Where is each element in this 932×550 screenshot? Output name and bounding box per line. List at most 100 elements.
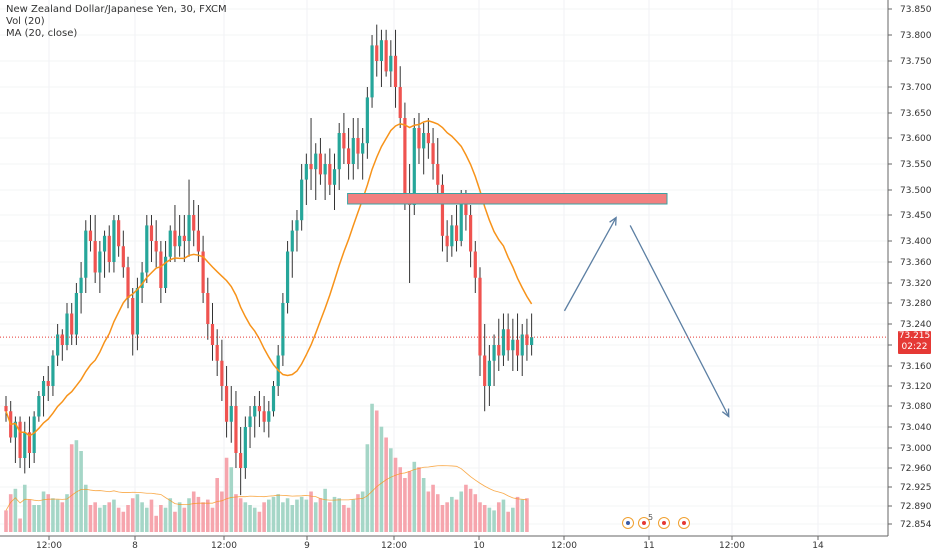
volume-bar xyxy=(140,502,144,532)
volume-bar xyxy=(55,499,60,532)
volume-bar xyxy=(238,498,243,532)
volume-bar xyxy=(426,491,431,532)
volume-bar xyxy=(501,499,506,532)
projection-arrows[interactable] xyxy=(563,216,730,418)
volume-bar xyxy=(159,505,163,532)
bar-countdown: 02:22 xyxy=(901,342,928,352)
ma-indicator-label[interactable]: MA (20, close) xyxy=(6,28,78,39)
volume-bar xyxy=(459,491,464,532)
volume-bar xyxy=(201,502,205,532)
symbol-title[interactable]: New Zealand Dollar/Japanese Yen, 30, FXC… xyxy=(6,4,227,15)
candle-body xyxy=(314,153,318,170)
candle-body xyxy=(398,87,402,118)
candle-body xyxy=(530,337,534,345)
candle-body xyxy=(224,386,229,422)
volume-bar xyxy=(342,505,346,532)
volume-bar xyxy=(13,488,18,532)
volume-bar xyxy=(257,511,262,532)
candle-body xyxy=(168,230,172,257)
y-tick-label: 73.080 xyxy=(900,402,932,412)
volume-bar xyxy=(196,496,201,532)
candle-body xyxy=(182,235,186,241)
last-price-value: 73.215 xyxy=(898,331,931,341)
x-tick-label: 14 xyxy=(812,541,824,550)
volume-bar xyxy=(464,484,468,532)
volume-bar xyxy=(220,491,224,532)
price-axis-bg xyxy=(888,0,932,550)
candle-body xyxy=(41,381,46,396)
event-marker-icon[interactable] xyxy=(638,517,650,529)
candle-body xyxy=(51,355,55,386)
candle-body xyxy=(102,235,107,252)
candle-body xyxy=(112,220,116,262)
candle-body xyxy=(159,251,163,288)
candle-body xyxy=(525,334,529,345)
x-tick-label: 8 xyxy=(132,541,138,550)
candle-body xyxy=(32,416,36,453)
y-tick-label: 73.000 xyxy=(900,444,932,454)
volume-bar xyxy=(398,467,403,532)
y-tick-label: 72.925 xyxy=(900,483,932,493)
candle-body xyxy=(351,138,355,164)
volume-bar xyxy=(450,496,454,532)
candle-body xyxy=(487,360,491,386)
candle-body xyxy=(436,164,440,185)
candle-body xyxy=(253,406,257,417)
volume-bar xyxy=(191,491,196,532)
volume-bar xyxy=(4,510,8,532)
candle-body xyxy=(412,128,416,205)
volume-bar xyxy=(18,518,22,532)
candle-body xyxy=(483,355,487,386)
candle-body xyxy=(70,313,74,335)
arrow-head xyxy=(721,408,730,418)
volume-bar xyxy=(224,457,229,532)
volume-bar xyxy=(328,502,332,532)
volume-bar xyxy=(187,498,191,532)
volume-bar xyxy=(41,491,46,532)
candle-body xyxy=(140,272,144,288)
volume-bar xyxy=(337,498,342,532)
y-tick-label: 73.750 xyxy=(900,57,932,67)
x-tick-label: 12:00 xyxy=(211,541,237,550)
event-marker-icon[interactable] xyxy=(678,517,690,529)
volume-bar xyxy=(205,499,210,532)
volume-bar xyxy=(37,505,41,532)
candle-body xyxy=(426,133,430,144)
volume-bar xyxy=(88,505,93,532)
candle-body xyxy=(248,416,252,427)
candle-body xyxy=(318,153,323,175)
resistance-zone[interactable] xyxy=(347,193,668,205)
zone-rect xyxy=(347,193,668,205)
volume-bar xyxy=(112,499,116,532)
volume-bar xyxy=(384,437,388,532)
volume-bar xyxy=(79,451,83,532)
volume-indicator-label[interactable]: Vol (20) xyxy=(6,16,45,27)
y-tick-label: 73.240 xyxy=(900,320,932,330)
candle-body xyxy=(229,406,233,422)
candle-body xyxy=(93,241,97,273)
x-tick-label: 12:00 xyxy=(36,541,62,550)
grid xyxy=(0,0,888,535)
candle-body xyxy=(346,148,351,164)
candle-body xyxy=(215,345,219,361)
volume-ma-line xyxy=(5,465,527,511)
volume-bar xyxy=(163,507,168,532)
y-tick-label: 73.700 xyxy=(900,83,932,93)
event-flag-icon[interactable] xyxy=(622,517,634,529)
candle-body xyxy=(201,251,205,293)
candle-body xyxy=(417,128,421,149)
candle-body xyxy=(23,432,27,458)
volume-bar xyxy=(135,494,140,532)
candle-body xyxy=(126,267,130,298)
volume-bar xyxy=(144,507,149,532)
candle-body xyxy=(473,251,477,278)
volume-bar xyxy=(98,507,102,532)
candle-body xyxy=(135,288,140,335)
volume-bar xyxy=(65,494,69,532)
event-marker-icon[interactable] xyxy=(658,517,670,529)
volume-bar xyxy=(525,498,529,532)
volume-bar xyxy=(445,502,449,532)
volume-bar xyxy=(271,496,276,532)
volume-bar xyxy=(93,502,97,532)
